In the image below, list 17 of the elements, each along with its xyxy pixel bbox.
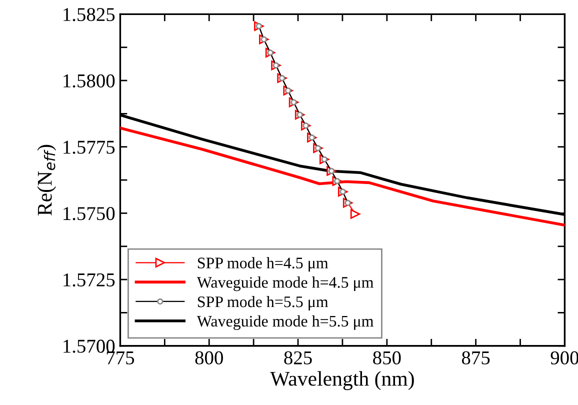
y-tick-label: 1.5700 xyxy=(64,340,115,353)
y-tick-label: 1.5750 xyxy=(64,207,115,220)
legend-label: SPP mode h=5.5 μm xyxy=(198,296,328,310)
legend-label: SPP mode h=4.5 μm xyxy=(198,257,328,272)
x-tick-label: 800 xyxy=(195,351,223,364)
x-tick-label: 825 xyxy=(284,351,312,364)
y-tick-label: 1.5825 xyxy=(64,8,115,22)
y-axis-title: Re(N$_{eff}$) xyxy=(37,144,56,216)
x-tick-label: 875 xyxy=(462,351,490,364)
legend-label: Waveguide mode h=4.5 μm xyxy=(196,276,374,292)
x-tick-label: 850 xyxy=(373,351,401,364)
y-tick-label: 1.5800 xyxy=(64,74,115,88)
x-axis-title: Wavelength (nm) xyxy=(270,371,414,390)
y-tick-label: 1.5725 xyxy=(64,273,115,287)
y-tick-label: 1.5775 xyxy=(64,140,115,154)
legend-label: Waveguide mode h=5.5 μm xyxy=(196,315,374,330)
x-tick-label: 775 xyxy=(106,351,134,364)
